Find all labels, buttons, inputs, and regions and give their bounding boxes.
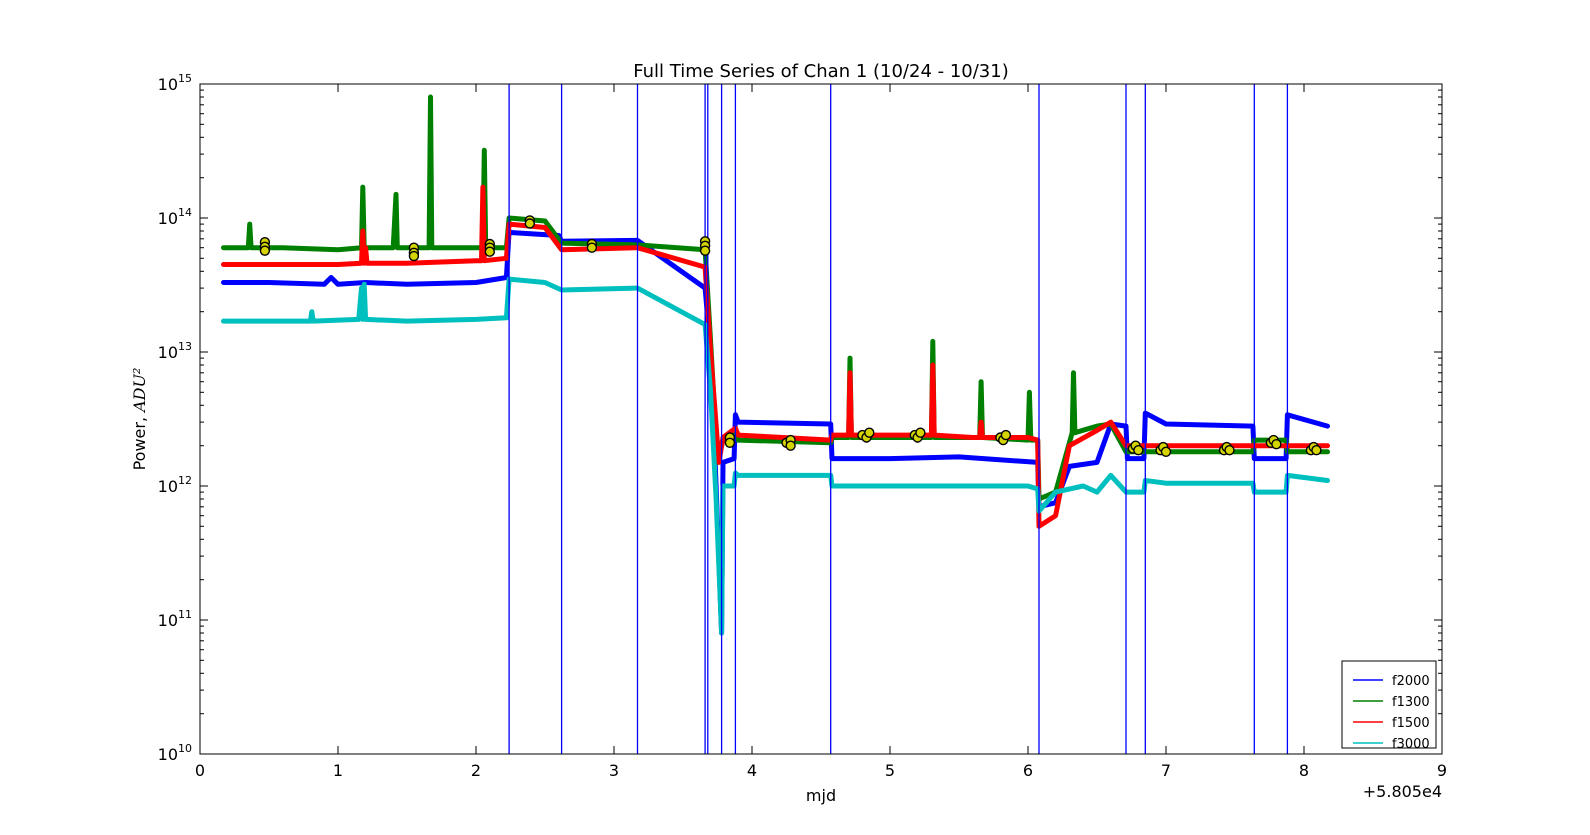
vertical-lines-layer [508,84,1289,754]
y-tick-label-5: 1015 [158,72,192,94]
marker-point-17 [724,437,736,448]
marker-point-38 [1224,445,1235,456]
x-tick-label-6: 6 [1023,761,1033,780]
markers-layer [259,215,1322,457]
x-ticks: 0 1 2 3 4 5 6 7 8 9 [195,84,1447,780]
marker-point-23 [864,427,875,438]
marker-point-2 [259,245,271,256]
plot-frame [199,83,1443,755]
x-tick-label-5: 5 [885,761,895,780]
x-tick-label-4: 4 [747,761,757,780]
legend-label-f1500: f1500 [1392,716,1430,731]
x-tick-label-3: 3 [609,761,619,780]
legend-label-f1300: f1300 [1392,695,1430,710]
x-tick-label-2: 2 [471,761,481,780]
legend-label-f2000: f2000 [1392,674,1430,689]
chart-title: Full Time Series of Chan 1 (10/24 - 10/3… [633,61,1008,82]
marker-point-12 [586,242,598,253]
marker-point-8 [484,246,495,257]
x-tick-label-7: 7 [1161,761,1171,780]
marker-point-20 [785,440,796,451]
marker-point-41 [1271,439,1282,450]
legend: f2000 f1300 f1500 f3000 [1341,660,1437,752]
x-offset-label: +5.805e4 [1363,782,1442,801]
x-tick-label-9: 9 [1437,761,1447,780]
marker-point-32 [1133,445,1144,456]
y-axis-label: Power, ADU² [130,368,149,471]
x-tick-label-0: 0 [195,761,205,780]
marker-point-26 [915,427,926,438]
legend-items: f2000 f1300 f1500 f3000 [1353,674,1430,752]
x-axis-label: mjd [806,786,836,805]
y-tick-label-0: 1010 [158,742,192,764]
y-axis-label-prefix: Power, [130,412,149,471]
y-tick-label-3: 1013 [158,340,192,362]
marker-point-15 [699,245,711,256]
marker-point-35 [1160,446,1172,457]
y-tick-label-2: 1012 [158,474,192,496]
y-tick-label-4: 1014 [158,206,192,228]
y-axis-label-unit: ADU² [130,368,149,414]
legend-box [1341,660,1437,749]
marker-point-10 [524,218,535,229]
legend-label-f3000: f3000 [1392,737,1430,752]
y-ticks: 1010 1011 1012 1013 1014 1015 [158,72,1442,764]
marker-point-29 [1000,429,1012,441]
marker-point-5 [408,250,420,262]
x-tick-label-8: 8 [1299,761,1309,780]
plot-area [200,84,1442,754]
x-tick-label-1: 1 [333,761,343,780]
marker-point-44 [1311,445,1322,456]
y-tick-label-1: 1011 [158,608,192,630]
series-line-f1500 [221,184,1330,529]
